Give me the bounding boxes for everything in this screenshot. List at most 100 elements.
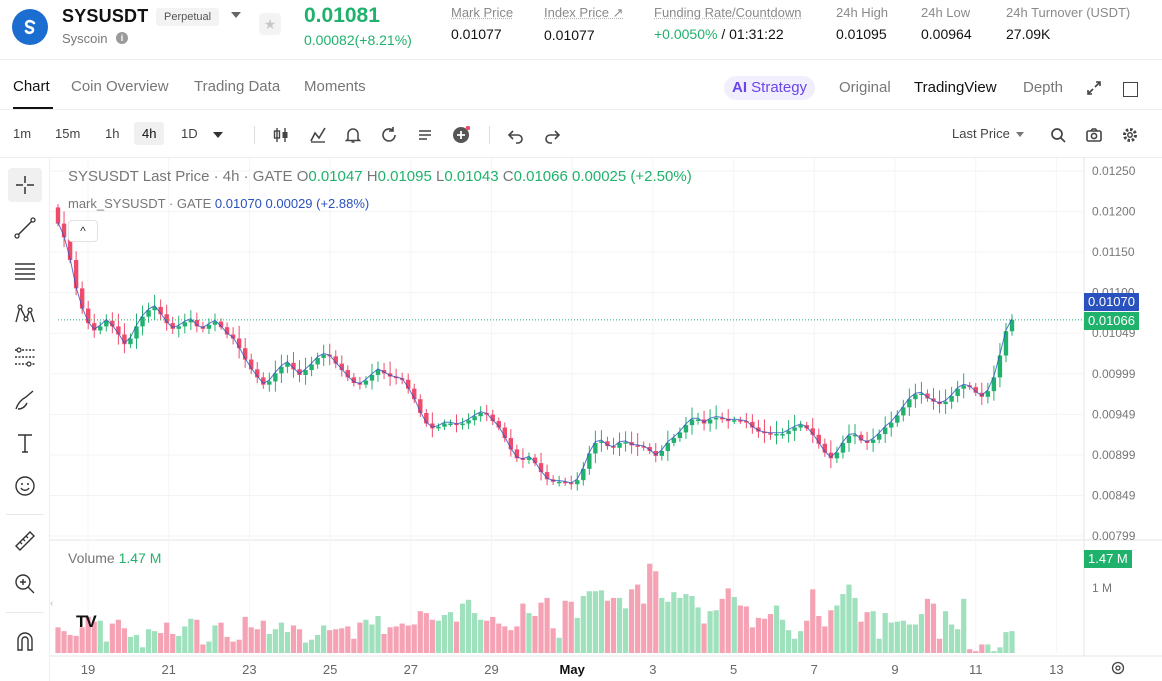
text-tool[interactable] xyxy=(8,426,42,460)
candle-down xyxy=(218,321,224,328)
search-icon[interactable] xyxy=(1049,126,1067,144)
candle-up xyxy=(943,401,948,405)
candle-down xyxy=(635,445,640,447)
symbol-name[interactable]: SYSUSDT xyxy=(62,6,149,26)
fib-levels-tool[interactable] xyxy=(8,340,42,374)
candle-down xyxy=(122,334,127,345)
time-tick-label: 19 xyxy=(81,662,95,677)
volume-bar xyxy=(490,616,496,653)
layout-list-icon[interactable] xyxy=(416,126,434,144)
volume-bar xyxy=(834,605,840,653)
horizontal-lines-tool[interactable] xyxy=(8,254,42,288)
open-value: 0.01047 xyxy=(308,168,363,185)
symbol-dropdown-icon[interactable] xyxy=(231,12,241,18)
ruler-tool[interactable] xyxy=(8,524,42,558)
volume-bar xyxy=(544,597,550,653)
candle-down xyxy=(261,377,266,385)
undo-icon[interactable] xyxy=(507,126,525,144)
volume-bar xyxy=(170,634,176,653)
candle-up xyxy=(870,439,876,443)
volume-bar xyxy=(743,606,749,653)
candle-down xyxy=(297,369,302,375)
coin-name: Syscoin xyxy=(62,31,108,46)
replay-icon[interactable] xyxy=(380,126,398,144)
candle-up xyxy=(267,381,272,385)
collapse-panel-arrow-icon[interactable]: ‹ xyxy=(50,598,54,609)
timeframe-15m[interactable]: 15m xyxy=(55,126,81,141)
candle-up xyxy=(478,412,483,417)
price-source-dropdown[interactable]: Last Price xyxy=(952,126,1024,141)
pattern-tool[interactable] xyxy=(8,297,42,331)
tab-coin-overview[interactable]: Coin Overview xyxy=(71,78,169,95)
tab-trading-data[interactable]: Trading Data xyxy=(194,78,281,95)
favorite-star-icon[interactable]: ★ xyxy=(259,13,281,35)
candle-up xyxy=(575,480,580,485)
tab-moments[interactable]: Moments xyxy=(304,78,366,95)
info-icon[interactable]: i xyxy=(116,32,128,44)
mark-value: 0.01070 xyxy=(214,196,262,211)
candle-down xyxy=(810,428,815,435)
camera-icon[interactable] xyxy=(1085,126,1103,144)
volume-bar xyxy=(321,625,327,653)
volume-bar xyxy=(429,619,435,653)
crosshair-icon xyxy=(16,176,34,194)
emoji-tool[interactable] xyxy=(8,469,42,503)
candle-up xyxy=(188,319,194,323)
magnet-tool[interactable] xyxy=(8,624,42,658)
view-tradingview[interactable]: TradingView xyxy=(914,79,997,96)
volume-bar xyxy=(447,612,454,653)
indicators-icon[interactable] xyxy=(309,126,327,144)
stat-value: 0.00964 xyxy=(921,26,972,42)
candle-down xyxy=(67,237,73,261)
candle-down xyxy=(738,420,743,422)
candle-up xyxy=(792,427,797,431)
volume-bar xyxy=(61,631,67,653)
volume-bar xyxy=(127,636,134,653)
candle-down xyxy=(756,427,761,432)
volume-bar xyxy=(145,629,152,653)
redo-icon[interactable] xyxy=(543,126,561,144)
volume-bar xyxy=(453,621,460,653)
candle-down xyxy=(194,319,200,327)
time-tick-label: 7 xyxy=(811,662,818,677)
stat-24h-low: 24h Low 0.00964 xyxy=(921,5,972,42)
view-depth[interactable]: Depth xyxy=(1023,79,1064,96)
brush-tool[interactable] xyxy=(8,383,42,417)
stat-index-price[interactable]: Index Price ↗ 0.01077 xyxy=(544,5,624,43)
add-plus-icon[interactable] xyxy=(452,126,470,144)
stat-24h-turnover: 24h Turnover (USDT) 27.09K xyxy=(1006,5,1130,42)
candlestick-chart-canvas[interactable]: 0.012500.012000.011500.011000.010490.009… xyxy=(50,158,1162,681)
strategy-button[interactable]: AI Strategy xyxy=(724,76,816,100)
volume-bar xyxy=(665,601,671,653)
view-original[interactable]: Original xyxy=(839,79,891,96)
candle-up xyxy=(991,377,997,392)
expand-icon[interactable] xyxy=(1086,80,1102,96)
window-mode-icon[interactable] xyxy=(1123,82,1138,97)
tradingview-chart[interactable]: 0.012500.012000.011500.011000.010490.009… xyxy=(50,158,1162,681)
candle-down xyxy=(230,334,236,339)
price-change: 0.00082(+8.21%) xyxy=(304,32,412,48)
time-tick-label: 5 xyxy=(730,662,737,677)
toolbar-divider xyxy=(489,126,490,144)
timeframe-1d[interactable]: 1D xyxy=(181,126,198,141)
volume-bar xyxy=(496,623,502,653)
collapse-legend-button[interactable]: ^ xyxy=(68,220,98,242)
timeframe-1m[interactable]: 1m xyxy=(13,126,32,141)
timeframe-dropdown-icon[interactable] xyxy=(213,132,223,138)
candle-down xyxy=(701,419,707,424)
alert-bell-icon[interactable] xyxy=(344,126,362,144)
gear-icon[interactable] xyxy=(1121,126,1139,144)
candle-type-icon[interactable] xyxy=(272,126,290,144)
tab-chart[interactable]: Chart xyxy=(13,78,50,95)
crosshair-tool[interactable] xyxy=(8,168,42,202)
timeframe-4h[interactable]: 4h xyxy=(134,122,165,145)
trend-line-tool[interactable] xyxy=(8,211,42,245)
zoom-tool[interactable] xyxy=(8,567,42,601)
volume-bar xyxy=(785,630,792,653)
candle-down xyxy=(979,392,985,397)
timeframe-1h[interactable]: 1h xyxy=(105,126,120,141)
volume-bar xyxy=(109,623,115,653)
axis-settings-icon[interactable] xyxy=(1110,660,1126,676)
candle-up xyxy=(448,423,453,426)
candle-down xyxy=(333,356,338,364)
